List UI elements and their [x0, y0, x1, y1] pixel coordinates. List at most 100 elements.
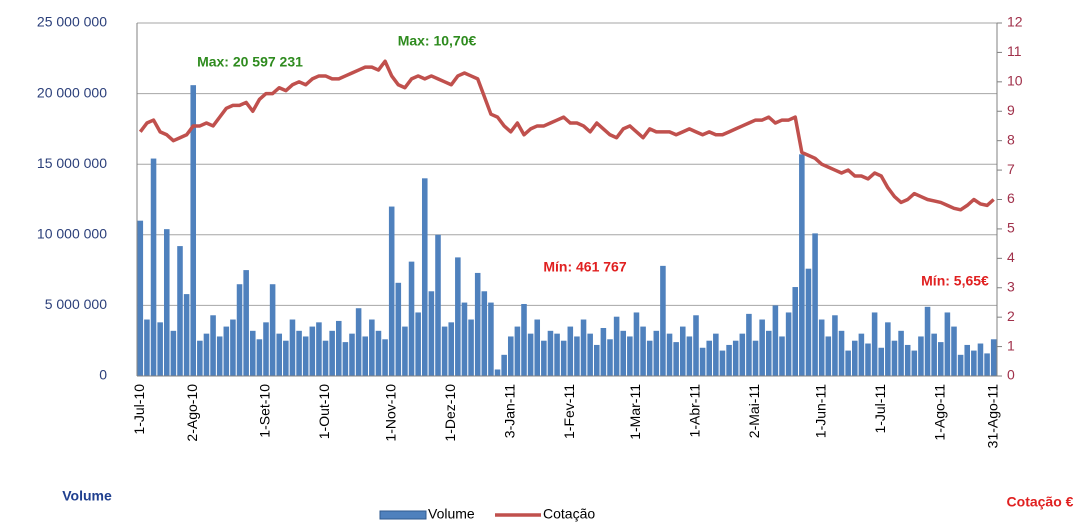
bar — [765, 330, 772, 376]
bar — [382, 339, 388, 376]
bar — [574, 336, 580, 376]
x-tick-label: 1-Fev-11 — [561, 384, 577, 439]
bar — [944, 312, 951, 376]
bar — [541, 340, 547, 376]
y-tick-label: 15 000 000 — [37, 155, 107, 171]
bar — [421, 178, 428, 376]
bar — [719, 350, 726, 376]
bar — [904, 344, 911, 376]
bar — [302, 336, 309, 376]
y-tick-label: 25 000 000 — [37, 14, 107, 30]
bar — [461, 302, 468, 376]
y2-tick-label: 0 — [1007, 367, 1015, 383]
bar — [296, 330, 302, 376]
bar — [627, 336, 633, 376]
bar — [911, 350, 918, 376]
bar — [349, 333, 355, 376]
y2-tick-label: 7 — [1007, 161, 1015, 177]
bar — [263, 322, 269, 376]
y2-tick-label: 5 — [1007, 220, 1015, 236]
bar — [977, 343, 984, 376]
bar — [342, 342, 349, 376]
x-tick-label: 1-Abr-11 — [687, 384, 703, 438]
bar — [395, 282, 402, 376]
x-tick-label: 3-Jan-11 — [501, 384, 517, 438]
bar — [666, 333, 673, 376]
bar — [706, 340, 713, 376]
x-tick-label: 1-Jun-11 — [812, 384, 828, 438]
bar — [322, 340, 329, 376]
y2-tick-label: 3 — [1007, 278, 1015, 294]
bar — [646, 340, 653, 376]
bar — [957, 354, 964, 376]
y2-tick-label: 12 — [1007, 14, 1023, 30]
x-tick-label: 31-Ago-11 — [984, 384, 1000, 449]
bar — [554, 333, 560, 376]
legend-swatch — [379, 510, 427, 520]
y2-tick-label: 11 — [1007, 43, 1022, 59]
y2-tick-label: 2 — [1007, 308, 1015, 324]
bar — [309, 326, 316, 376]
x-tick-label: 2-Ago-10 — [184, 384, 200, 442]
bar — [812, 233, 818, 376]
bar — [289, 319, 296, 376]
x-tick-label: 1-Jul-11 — [872, 384, 888, 434]
bar — [435, 234, 441, 376]
bar — [210, 315, 216, 376]
bar — [620, 330, 627, 376]
bar — [818, 319, 825, 376]
bar — [752, 340, 759, 376]
bar — [283, 340, 289, 376]
legend-label: Cotação — [543, 506, 595, 522]
bar — [177, 246, 183, 376]
bar — [931, 333, 937, 376]
bar — [157, 322, 163, 376]
bar — [468, 319, 474, 376]
bar — [362, 336, 369, 376]
bar — [441, 326, 448, 376]
bar — [494, 369, 501, 376]
bar — [567, 326, 574, 376]
bar — [402, 326, 408, 376]
bar — [276, 333, 283, 376]
bar — [785, 312, 792, 376]
bar — [660, 265, 666, 376]
y2-tick-label: 6 — [1007, 190, 1015, 206]
bar — [501, 354, 507, 376]
bar — [878, 347, 885, 376]
bar — [891, 340, 898, 376]
bar — [183, 294, 190, 376]
bar — [851, 340, 858, 376]
y2-tick-label: 9 — [1007, 102, 1015, 118]
bar — [335, 320, 342, 376]
y-axis-label: Volume — [62, 488, 112, 504]
bar — [686, 336, 693, 376]
bar — [990, 339, 997, 376]
bar — [759, 319, 765, 376]
y-tick-label: 0 — [99, 367, 107, 383]
bar — [865, 343, 871, 376]
bar — [474, 272, 481, 376]
annotation: Mín: 461 767 — [543, 259, 626, 275]
bar — [534, 319, 541, 376]
bar — [355, 308, 362, 376]
x-tick-label: 1-Nov-10 — [382, 384, 398, 442]
bar — [230, 319, 236, 376]
bar — [746, 313, 752, 376]
x-tick-label: 2-Mai-11 — [746, 384, 762, 438]
bar — [838, 330, 845, 376]
bar — [732, 340, 739, 376]
bar — [243, 270, 249, 376]
bar — [633, 312, 640, 376]
y-tick-label: 20 000 000 — [37, 84, 107, 100]
bar — [858, 333, 865, 376]
bar — [190, 85, 197, 376]
x-tick-label: 1-Ago-11 — [931, 384, 947, 441]
bar — [799, 154, 805, 376]
bar — [236, 284, 243, 376]
bar — [779, 336, 785, 376]
bar — [805, 268, 812, 376]
bar — [825, 336, 832, 376]
bar — [150, 158, 157, 376]
